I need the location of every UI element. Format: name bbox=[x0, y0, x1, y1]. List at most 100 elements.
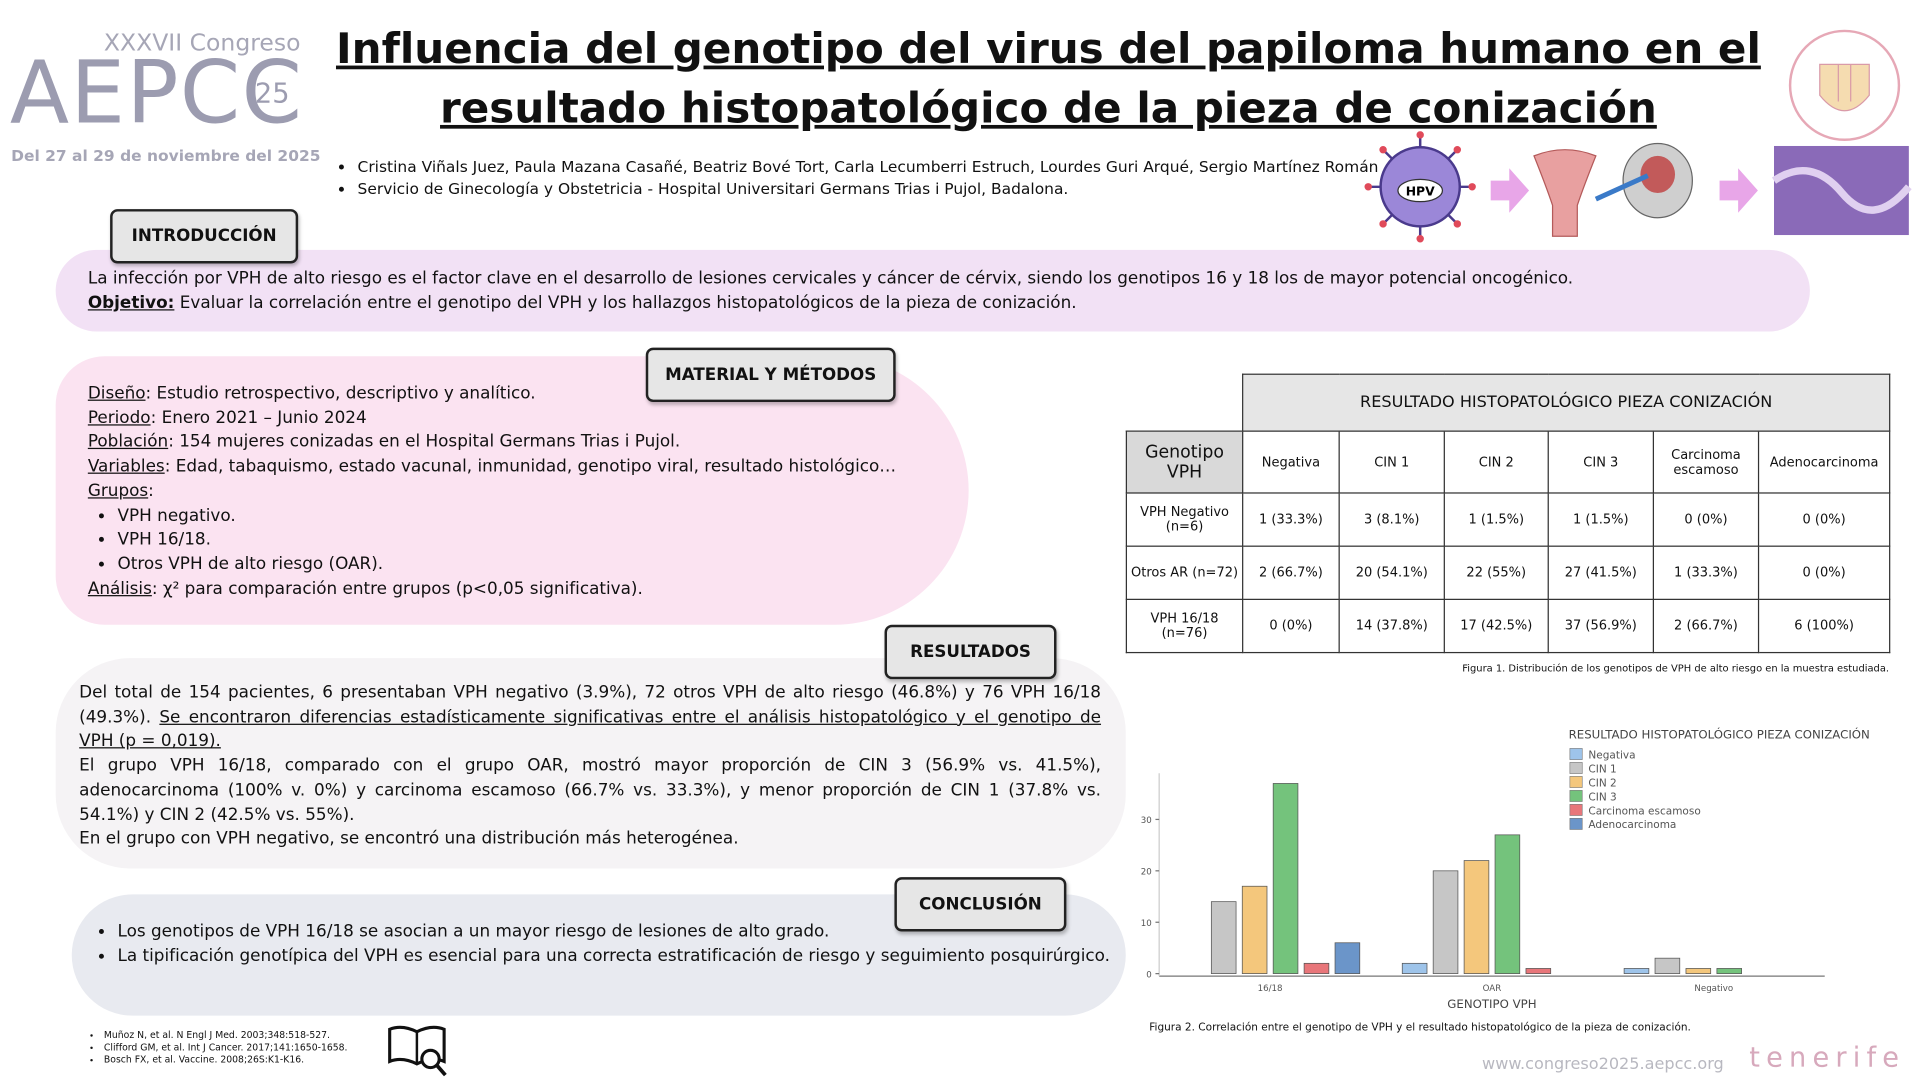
bar bbox=[1334, 942, 1361, 974]
methods-label: Población bbox=[87, 432, 169, 453]
legend-swatch bbox=[1569, 818, 1583, 830]
methods-label: Análisis bbox=[87, 578, 152, 599]
column-header: Carcinoma escamoso bbox=[1652, 430, 1760, 494]
bar bbox=[1623, 968, 1650, 974]
affiliation: Servicio de Ginecología y Obstetricia - … bbox=[358, 178, 1379, 200]
intro-panel bbox=[55, 249, 1810, 332]
legend-swatch bbox=[1569, 762, 1583, 774]
legend-swatch bbox=[1569, 748, 1583, 760]
congress-edition: XXXVII Congreso bbox=[103, 29, 301, 57]
y-tick-label: 10 bbox=[1141, 919, 1152, 929]
bar bbox=[1716, 968, 1743, 974]
author-list: Cristina Viñals Juez, Paula Mazana Casañ… bbox=[328, 156, 1379, 201]
table-cell: 20 (54.1%) bbox=[1338, 545, 1445, 600]
bar bbox=[1525, 968, 1552, 974]
methods-value: : Estudio retrospectivo, descriptivo y a… bbox=[145, 383, 536, 404]
group-item: VPH negativo. bbox=[118, 504, 954, 528]
intro-paragraph: La infección por VPH de alto riesgo es e… bbox=[87, 268, 1574, 289]
table-header-row: Genotipo VPH Negativa CIN 1 CIN 2 CIN 3 Carci… bbox=[1125, 430, 1891, 494]
conclusion-item: Los genotipos de VPH 16/18 se asocian a … bbox=[118, 920, 1123, 944]
bar bbox=[1494, 834, 1521, 974]
group-item: Otros VPH de alto riesgo (OAR). bbox=[118, 553, 954, 577]
objective: Objetivo: Evaluar la correlación entre e… bbox=[88, 292, 1795, 316]
conclusion-item: La tipificación genotípica del VPH es es… bbox=[118, 945, 1123, 969]
y-tick-label: 0 bbox=[1146, 970, 1152, 980]
y-tick-label: 20 bbox=[1141, 868, 1152, 878]
section-heading: MATERIAL Y MÉTODOS bbox=[645, 347, 896, 403]
column-header: Negativa bbox=[1242, 430, 1340, 494]
intro-text: La infección por VPH de alto riesgo es e… bbox=[88, 267, 1795, 316]
objective-label: Objetivo: bbox=[87, 292, 175, 313]
results-paragraph: El grupo VPH 16/18, comparado con el gru… bbox=[79, 756, 1102, 825]
website: www.congreso2025.aepcc.org bbox=[1482, 1055, 1724, 1074]
section-heading: RESULTADOS bbox=[884, 624, 1057, 680]
legend-title: RESULTADO HISTOPATOLÓGICO PIEZA CONIZACI… bbox=[1569, 727, 1870, 742]
table-cell: 1 (33.3%) bbox=[1242, 492, 1340, 547]
figure-caption: Figura 2. Correlación entre el genotipo … bbox=[1149, 1021, 1691, 1035]
column-header: CIN 2 bbox=[1443, 430, 1549, 494]
x-tick-label: Negativo bbox=[1694, 984, 1733, 994]
y-tick-label: 30 bbox=[1141, 816, 1152, 826]
methods-label: Grupos bbox=[87, 480, 149, 501]
table-cell: 2 (66.7%) bbox=[1242, 545, 1340, 600]
methods-value: : bbox=[148, 480, 154, 501]
objective-text: Evaluar la correlación entre el genotipo… bbox=[174, 292, 1077, 313]
congress-year: '25 bbox=[247, 79, 290, 111]
table-cell: 27 (41.5%) bbox=[1547, 545, 1655, 600]
methods-text: Diseño: Estudio retrospectivo, descripti… bbox=[88, 382, 954, 601]
conclusion-list: Los genotipos de VPH 16/18 se asocian a … bbox=[88, 920, 1122, 969]
row-label: Otros AR (n=72) bbox=[1125, 545, 1244, 600]
table-cell: 22 (55%) bbox=[1443, 545, 1549, 600]
congress-dates: Del 27 al 29 de noviembre del 2025 bbox=[11, 145, 321, 165]
icon-label: HPV bbox=[1406, 184, 1435, 198]
bar bbox=[1432, 870, 1459, 974]
legend-label: CIN 1 bbox=[1588, 763, 1616, 775]
table-group-header: RESULTADO HISTOPATOLÓGICO PIEZA CONIZACI… bbox=[1242, 373, 1891, 432]
section-heading: CONCLUSIÓN bbox=[894, 877, 1067, 932]
congress-name: AEPCC bbox=[9, 42, 304, 144]
legend-label: CIN 3 bbox=[1588, 791, 1616, 803]
methods-label: Diseño bbox=[87, 383, 146, 404]
table-cell: 6 (100%) bbox=[1757, 598, 1891, 654]
results-text: Del total de 154 pacientes, 6 presentaba… bbox=[79, 682, 1101, 853]
poster-title: Influencia del genotipo del virus del pa… bbox=[335, 24, 1761, 134]
table-cell: 17 (42.5%) bbox=[1443, 598, 1549, 654]
illustrations: HPV bbox=[1364, 131, 1912, 243]
x-axis-label: GENOTIPO VPH bbox=[1447, 997, 1536, 1011]
methods-label: Variables bbox=[87, 456, 165, 477]
section-heading: INTRODUCCIÓN bbox=[110, 209, 299, 264]
column-header: CIN 1 bbox=[1338, 430, 1445, 494]
table-cell: 0 (0%) bbox=[1757, 492, 1891, 547]
bar bbox=[1463, 860, 1490, 974]
legend-label: Adenocarcinoma bbox=[1588, 819, 1676, 831]
book-icon bbox=[388, 1025, 447, 1077]
methods-item: Población: 154 mujeres conizadas en el H… bbox=[88, 431, 954, 455]
methods-item: Diseño: Estudio retrospectivo, descripti… bbox=[88, 382, 954, 406]
column-header: CIN 3 bbox=[1547, 430, 1655, 494]
bar bbox=[1241, 885, 1268, 974]
reference: Muñoz N, et al. N Engl J Med. 2003;348:5… bbox=[104, 1029, 348, 1041]
bar bbox=[1401, 962, 1428, 974]
bar bbox=[1654, 957, 1681, 974]
methods-value: : 154 mujeres conizadas en el Hospital G… bbox=[168, 432, 681, 453]
reference: Clifford GM, et al. Int J Cancer. 2017;1… bbox=[104, 1042, 348, 1054]
table-row: VPH 16/18 (n=76) 0 (0%) 14 (37.8%) 17 (42.5… bbox=[1125, 598, 1891, 654]
figure-caption: Figura 1. Distribución de los genotipos … bbox=[1462, 663, 1890, 675]
group-item: VPH 16/18. bbox=[118, 529, 954, 553]
legend-swatch bbox=[1569, 790, 1583, 802]
legend-label: CIN 2 bbox=[1588, 777, 1616, 789]
methods-value: : χ² para comparación entre grupos (p<0,… bbox=[151, 578, 643, 599]
results-panel bbox=[55, 658, 1126, 869]
column-header: Adenocarcinoma bbox=[1757, 430, 1891, 494]
methods-item: Análisis: χ² para comparación entre grup… bbox=[88, 577, 954, 601]
bar bbox=[1272, 783, 1299, 974]
bar bbox=[1303, 962, 1330, 974]
x-tick-label: OAR bbox=[1483, 984, 1502, 994]
table-cell: 0 (0%) bbox=[1242, 598, 1340, 654]
results-highlight: Se encontraron diferencias estadísticame… bbox=[79, 707, 1102, 752]
methods-item: Grupos: bbox=[88, 480, 954, 504]
row-header: Genotipo VPH bbox=[1125, 430, 1244, 494]
reference: Bosch FX, et al. Vaccine. 2008;26S:K1-K1… bbox=[104, 1054, 348, 1066]
